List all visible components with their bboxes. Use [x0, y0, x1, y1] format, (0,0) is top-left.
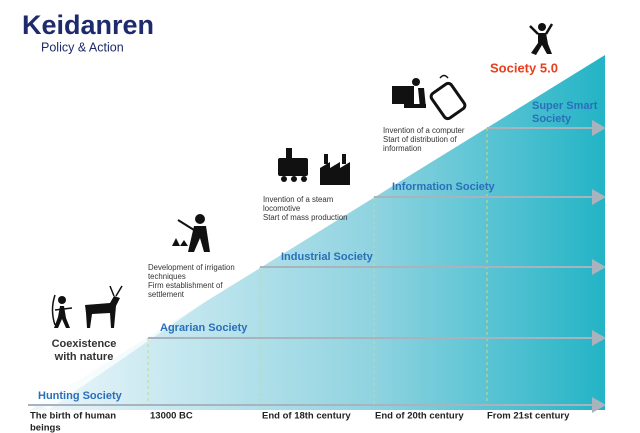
stage-label: Society — [532, 113, 572, 125]
timeline-label: End of 18th century — [262, 411, 351, 422]
timeline-label: From 21st century — [487, 411, 570, 422]
milestone: with nature — [54, 351, 114, 363]
milestone: information — [383, 144, 422, 153]
tagline: Policy & Action — [41, 40, 124, 54]
timeline-label: beings — [30, 423, 61, 433]
stage-label: Agrarian Society — [160, 322, 248, 334]
milestone: Coexistence — [52, 338, 117, 350]
icon-deer — [85, 285, 123, 328]
milestone: Start of mass production — [263, 213, 348, 222]
icon-factory — [320, 154, 350, 185]
milestone: settlement — [148, 290, 185, 299]
icon-smartphone — [429, 74, 467, 121]
icon-computer-user — [392, 78, 426, 108]
milestone: locomotive — [263, 204, 300, 213]
timeline-label: 13000 BC — [150, 411, 193, 422]
milestone: Invention of a steam — [263, 195, 333, 204]
milestone: techniques — [148, 272, 186, 281]
brand: Keidanren — [22, 10, 154, 40]
title: Society 5.0 — [490, 60, 558, 75]
icon-hunter — [51, 294, 73, 328]
milestone: Firm establishment of — [148, 281, 223, 290]
stage-label: Industrial Society — [281, 251, 374, 263]
icon-train — [278, 148, 308, 182]
icon-farmer — [172, 214, 210, 252]
stage-label: Information Society — [392, 181, 496, 193]
stage-label: Hunting Society — [38, 390, 123, 402]
progress-arrow — [40, 78, 510, 410]
timeline-label: End of 20th century — [375, 411, 464, 422]
timeline-label: The birth of human — [30, 411, 116, 422]
milestone: Development of irrigation — [148, 263, 235, 272]
milestone: Start of distribution of — [383, 135, 458, 144]
stage-label: Super Smart — [532, 100, 598, 112]
icon-person-jumping — [529, 23, 554, 55]
milestone: Invention of a computer — [383, 126, 465, 135]
